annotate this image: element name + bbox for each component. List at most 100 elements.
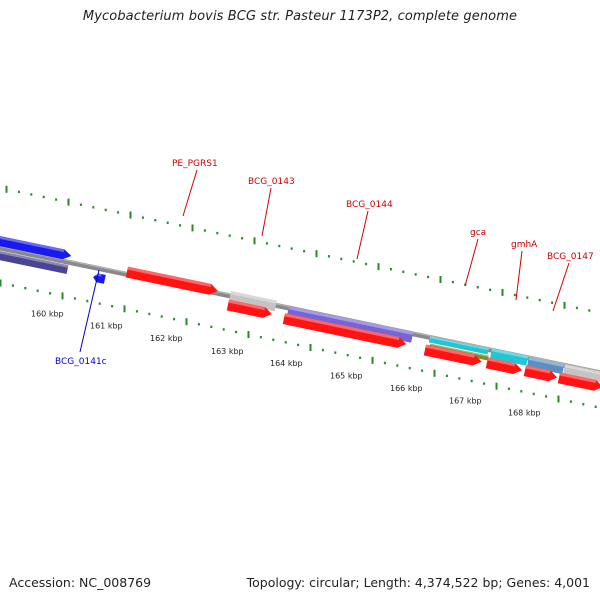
gene-label[interactable]: gca — [470, 228, 486, 238]
feature-gmha-cyan — [489, 348, 529, 366]
feature-red-below-gmha — [485, 357, 523, 374]
tick-mark — [414, 273, 417, 276]
tick-mark — [166, 221, 169, 224]
tick-mark — [73, 297, 76, 300]
tick-mark — [11, 284, 14, 287]
scale-label: 167 kbp — [449, 396, 482, 405]
tick-mark — [377, 263, 380, 271]
inner-tick-row — [0, 279, 597, 409]
feature-red-below-0143-body — [226, 299, 272, 318]
tick-marks — [0, 185, 597, 409]
tick-mark — [507, 387, 510, 390]
tick-mark — [588, 309, 591, 312]
feature-bcg0143-gray-body — [228, 291, 278, 312]
feature-dark-purple-left — [0, 249, 69, 275]
tick-mark — [365, 262, 368, 266]
label-leader — [464, 238, 479, 287]
tick-mark — [272, 338, 275, 341]
tick-mark — [476, 286, 479, 289]
tick-mark — [513, 293, 516, 297]
gene-label[interactable]: gmhA — [511, 240, 538, 250]
tick-mark — [173, 317, 176, 321]
tick-mark — [396, 364, 399, 367]
scale-label: 161 kbp — [90, 322, 123, 331]
feature-bcg0143-gray — [228, 291, 278, 312]
tick-mark — [129, 211, 132, 219]
feature-red-below-0144-shine — [284, 313, 400, 341]
gene-label[interactable]: BCG_0143 — [248, 177, 295, 187]
tick-mark — [5, 185, 8, 193]
tick-mark — [79, 203, 82, 206]
tick-mark — [210, 325, 213, 329]
tick-mark — [55, 198, 58, 201]
feature-gca-olive-shine — [429, 343, 489, 358]
tick-mark — [117, 211, 120, 214]
tick-mark — [327, 255, 330, 258]
tick-mark — [179, 224, 182, 227]
tick-mark — [24, 286, 27, 290]
feature-gca-cyan-shine — [429, 336, 489, 351]
genome-stats: Topology: circular; Length: 4,374,522 bp… — [246, 575, 590, 590]
tick-mark — [42, 195, 45, 199]
scale-label: 166 kbp — [390, 384, 423, 393]
gene-label[interactable]: BCG_0144 — [346, 200, 393, 210]
tick-mark — [247, 331, 250, 339]
feature-red-below-gmha-shine — [487, 357, 516, 367]
feature-track — [0, 234, 600, 391]
tick-mark — [265, 242, 268, 245]
feature-red-below-steel — [523, 365, 558, 382]
tick-mark — [551, 301, 554, 304]
tick-mark — [111, 305, 114, 308]
tick-mark — [582, 403, 585, 406]
scale-label: 165 kbp — [330, 372, 363, 381]
gene-label[interactable]: PE_PGRS1 — [172, 159, 218, 169]
feature-red-below-steel-shine — [525, 365, 551, 374]
feature-dark-purple-left-shine — [0, 249, 69, 268]
tick-mark — [309, 343, 312, 351]
feature-red-below-0144 — [282, 313, 407, 348]
tick-mark — [141, 216, 144, 219]
feature-red-below-gca — [423, 344, 482, 366]
tick-mark — [86, 299, 89, 303]
tick-mark — [98, 302, 101, 305]
tick-mark — [160, 315, 163, 318]
label-leader — [356, 210, 369, 260]
feature-bcg0147-gray-body — [562, 364, 600, 384]
tick-mark — [92, 206, 95, 209]
feature-bcg0143-gray-shine — [230, 291, 278, 304]
tick-mark — [402, 270, 405, 273]
feature-red-below-0143 — [226, 299, 272, 318]
feature-pe-pgrs1-shine — [127, 266, 212, 287]
tick-mark — [427, 275, 430, 279]
tick-mark — [483, 382, 486, 385]
tick-mark — [359, 356, 362, 359]
outer-tick-row — [5, 185, 591, 312]
tick-mark — [154, 218, 157, 222]
tick-mark — [191, 224, 194, 232]
gene-label[interactable]: BCG_0147 — [547, 252, 594, 262]
tick-mark — [563, 301, 566, 309]
tick-mark — [253, 237, 256, 245]
gene-label[interactable]: BCG_0141c — [55, 357, 107, 367]
tick-mark — [334, 351, 337, 354]
tick-mark — [216, 231, 219, 235]
tick-mark — [135, 310, 138, 313]
tick-mark — [545, 395, 548, 398]
tick-mark — [421, 369, 424, 372]
scale-label: 168 kbp — [508, 409, 541, 418]
label-leader — [261, 187, 272, 237]
tick-mark — [526, 296, 529, 299]
feature-red-below-0144-body — [282, 313, 407, 348]
feature-steel — [526, 357, 565, 375]
tick-mark — [203, 229, 206, 232]
tick-mark — [235, 330, 238, 334]
feature-steel-shine — [528, 357, 565, 368]
tick-mark — [389, 268, 392, 271]
scale-label: 162 kbp — [150, 334, 183, 343]
tick-mark — [575, 306, 578, 310]
tick-mark — [197, 323, 200, 326]
feature-red-below-steel-body — [523, 365, 558, 382]
tick-mark — [30, 193, 33, 196]
